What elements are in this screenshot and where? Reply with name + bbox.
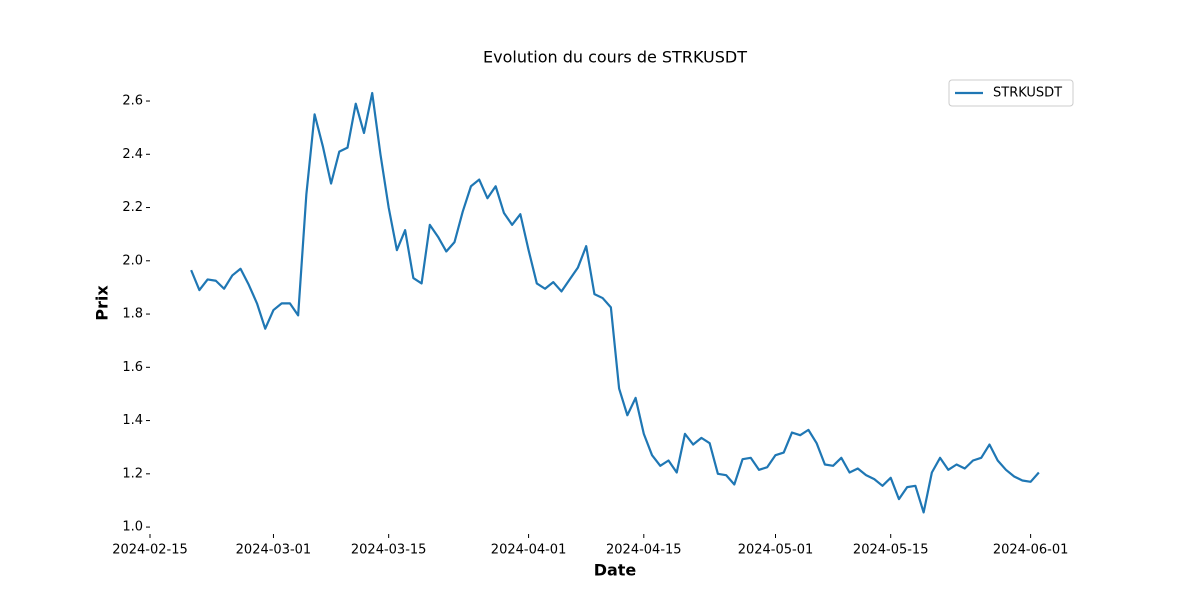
legend-box — [948, 79, 1074, 107]
x-tick-label: 2024-04-01 — [491, 543, 567, 558]
y-tick-label: 1.2 — [122, 466, 143, 481]
x-tick-label: 2024-05-15 — [853, 543, 929, 558]
x-tick-label: 2024-03-01 — [236, 543, 312, 558]
y-tick-label: 2.6 — [122, 94, 143, 109]
legend: STRKUSDT — [948, 79, 1074, 107]
y-tick-label: 1.6 — [122, 360, 143, 375]
x-tick-label: 2024-02-15 — [112, 543, 188, 558]
x-tick-label: 2024-03-15 — [351, 543, 427, 558]
y-tick-label: 1.8 — [122, 307, 143, 322]
x-tick-label: 2024-05-01 — [738, 543, 814, 558]
y-tick-label: 2.4 — [122, 147, 143, 162]
y-tick-label: 1.4 — [122, 413, 143, 428]
y-axis-label: Prix — [93, 285, 112, 321]
chart-title: Evolution du cours de STRKUSDT — [483, 48, 747, 67]
y-tick-label: 2.0 — [122, 253, 143, 268]
legend-label: STRKUSDT — [993, 86, 1062, 101]
y-tick-label: 1.0 — [122, 520, 143, 535]
x-axis-label: Date — [594, 561, 637, 580]
x-tick-label: 2024-06-01 — [993, 543, 1069, 558]
price-line — [190, 91, 1040, 514]
y-tick-label: 2.2 — [122, 200, 143, 215]
x-tick-label: 2024-04-15 — [606, 543, 682, 558]
